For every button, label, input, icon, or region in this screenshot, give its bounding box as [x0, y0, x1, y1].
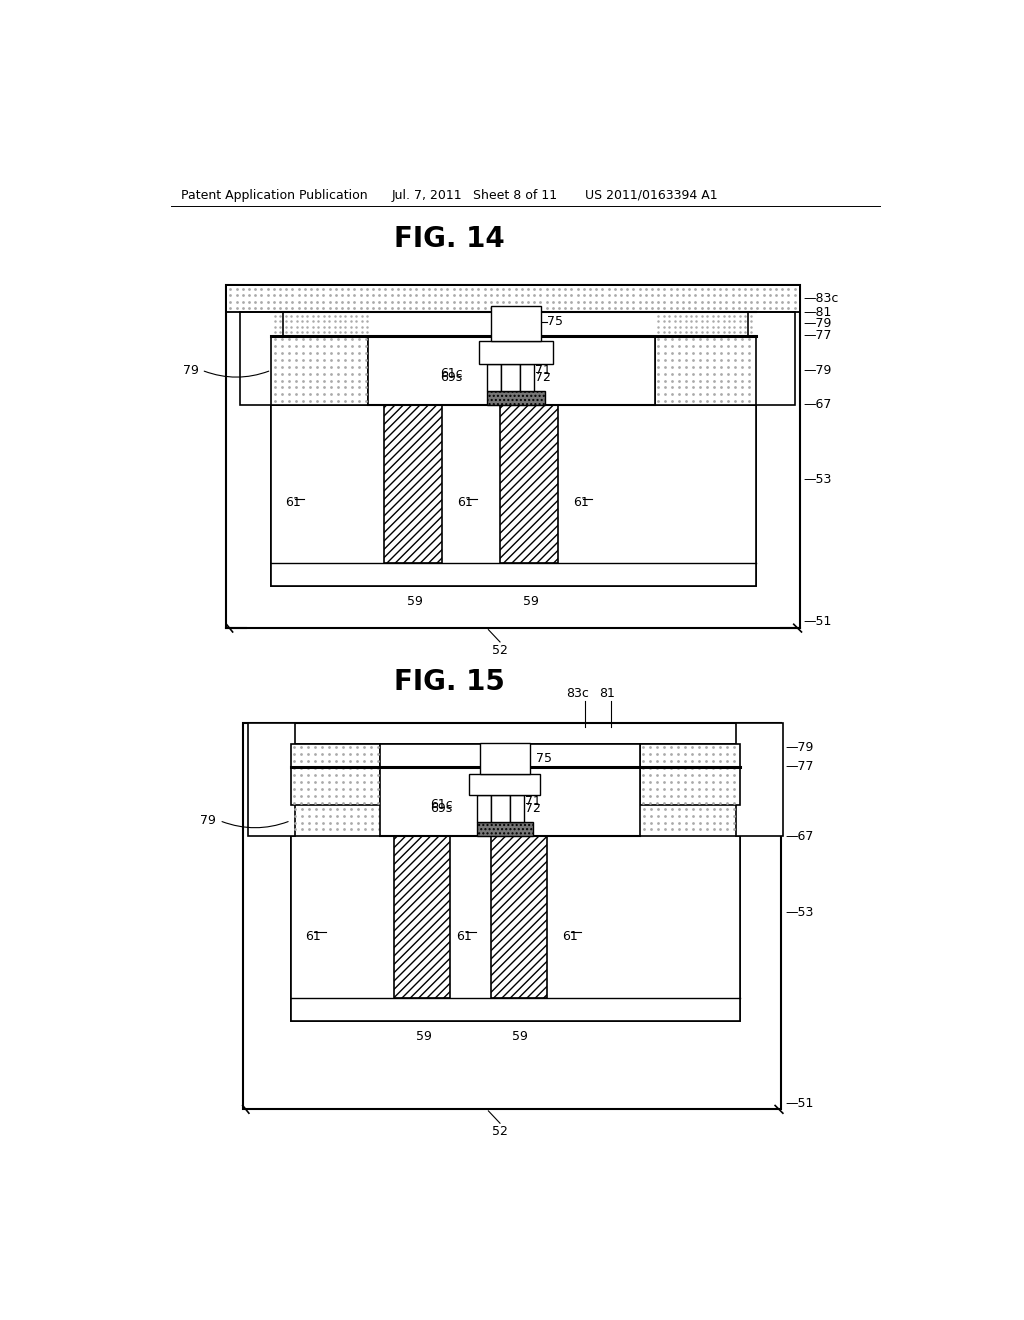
Bar: [291, 743, 380, 805]
Bar: [227, 286, 799, 313]
Bar: [486, 391, 545, 405]
Text: 59: 59: [512, 1030, 528, 1043]
Text: 79: 79: [183, 363, 200, 376]
Bar: [291, 836, 740, 1020]
Text: 61: 61: [562, 929, 578, 942]
Text: 83c: 83c: [566, 686, 589, 700]
Text: —81: —81: [804, 306, 833, 319]
Bar: [640, 743, 740, 805]
Text: 61: 61: [457, 929, 472, 942]
Bar: [226, 285, 800, 628]
Text: 72: 72: [535, 371, 551, 384]
Text: 59: 59: [416, 1030, 431, 1043]
Bar: [248, 723, 295, 836]
Text: 72: 72: [524, 803, 541, 816]
Bar: [469, 774, 541, 795]
Text: —79: —79: [785, 741, 814, 754]
Text: Sheet 8 of 11: Sheet 8 of 11: [473, 189, 557, 202]
Text: —79: —79: [804, 363, 833, 376]
Bar: [748, 313, 795, 405]
Text: 61: 61: [305, 929, 321, 942]
Bar: [500, 405, 558, 562]
Bar: [271, 313, 756, 586]
Text: 61c: 61c: [430, 797, 453, 810]
Text: —77: —77: [785, 760, 814, 774]
Bar: [226, 285, 800, 313]
Text: —79: —79: [804, 317, 833, 330]
Text: FIG. 15: FIG. 15: [394, 668, 505, 696]
Bar: [490, 795, 510, 822]
Bar: [241, 313, 283, 405]
Text: —67: —67: [804, 399, 833, 412]
Bar: [736, 723, 783, 836]
Text: 59: 59: [523, 595, 539, 609]
Text: —51: —51: [804, 615, 833, 628]
Text: 75: 75: [537, 751, 552, 764]
Text: 61: 61: [457, 496, 473, 510]
Text: —53: —53: [785, 907, 814, 920]
Bar: [490, 836, 547, 998]
Bar: [384, 405, 442, 562]
Text: —53: —53: [804, 474, 833, 486]
Bar: [480, 743, 530, 774]
Bar: [394, 836, 450, 998]
Text: 61c: 61c: [440, 367, 463, 380]
Text: FIG. 14: FIG. 14: [394, 226, 505, 253]
Text: —51: —51: [785, 1097, 814, 1110]
Bar: [271, 335, 369, 405]
Text: 81: 81: [599, 686, 614, 700]
Text: 52: 52: [493, 1125, 508, 1138]
Text: —77: —77: [804, 329, 833, 342]
Bar: [501, 364, 520, 391]
Bar: [655, 335, 756, 405]
Text: 75: 75: [547, 315, 563, 329]
Bar: [369, 335, 655, 405]
Bar: [490, 306, 541, 341]
Text: 79: 79: [200, 814, 216, 828]
Text: —83c: —83c: [804, 293, 840, 305]
Bar: [477, 795, 490, 822]
Text: US 2011/0163394 A1: US 2011/0163394 A1: [586, 189, 718, 202]
Bar: [486, 364, 501, 391]
Bar: [380, 743, 640, 836]
Bar: [477, 822, 532, 836]
Text: —67: —67: [785, 829, 814, 842]
Bar: [510, 795, 524, 822]
Text: 52: 52: [493, 644, 508, 656]
Text: Patent Application Publication: Patent Application Publication: [180, 189, 368, 202]
Text: 69s: 69s: [440, 371, 463, 384]
Bar: [243, 723, 781, 1109]
Text: 61: 61: [573, 496, 590, 510]
Text: Jul. 7, 2011: Jul. 7, 2011: [391, 189, 462, 202]
Bar: [291, 743, 740, 1020]
Text: 71: 71: [535, 363, 551, 376]
Text: 61: 61: [286, 496, 301, 510]
Text: 69s: 69s: [430, 803, 453, 816]
Text: 59: 59: [407, 595, 423, 609]
Bar: [271, 405, 756, 586]
Text: 71: 71: [524, 795, 541, 808]
Bar: [520, 364, 535, 391]
Bar: [479, 341, 553, 364]
